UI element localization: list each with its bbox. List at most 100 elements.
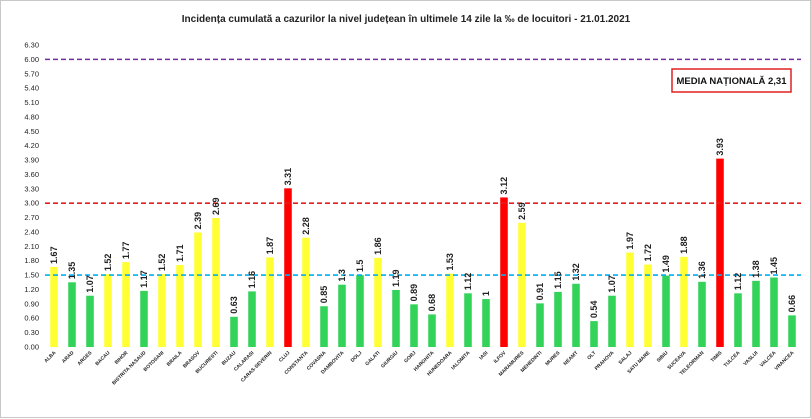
bar xyxy=(644,264,652,347)
data-label: 0.68 xyxy=(427,294,437,312)
data-label: 1.71 xyxy=(175,244,185,262)
data-label: 1.38 xyxy=(751,260,761,278)
bar xyxy=(266,257,274,347)
data-label: 1.19 xyxy=(391,269,401,287)
data-label: 1.45 xyxy=(769,257,779,275)
y-tick-label: 6.30 xyxy=(24,41,39,50)
y-tick-label: 2.70 xyxy=(24,213,39,222)
data-label: 0.63 xyxy=(229,296,239,314)
bar xyxy=(302,237,310,347)
bar xyxy=(176,265,184,347)
data-label: 2.39 xyxy=(193,212,203,230)
bar xyxy=(122,262,130,347)
x-tick-label: IASI xyxy=(478,350,490,362)
x-tick-label: TIMIS xyxy=(710,350,724,364)
data-label: 1.5 xyxy=(355,260,365,273)
x-tick-label: VRANCEA xyxy=(774,350,796,372)
bar xyxy=(446,273,454,347)
x-tick-label: BUZAU xyxy=(221,350,238,367)
x-tick-label: GIURGIU xyxy=(380,350,400,370)
y-tick-label: 0.60 xyxy=(24,314,39,323)
y-tick-label: 1.20 xyxy=(24,285,39,294)
bar xyxy=(464,293,472,347)
y-tick-label: 2.10 xyxy=(24,242,39,251)
bar xyxy=(230,316,238,347)
y-tick-label: 2.40 xyxy=(24,227,39,236)
reference-lines xyxy=(45,58,801,276)
x-tick-label: OLT xyxy=(586,350,597,361)
y-tick-label: 3.90 xyxy=(24,156,39,165)
data-label: 2.28 xyxy=(301,217,311,235)
x-tick-label: TULCEA xyxy=(723,350,742,369)
bar xyxy=(752,280,760,347)
bars xyxy=(50,158,796,347)
data-label: 1.52 xyxy=(157,254,167,272)
data-label: 1.12 xyxy=(463,273,473,291)
y-tick-label: 1.50 xyxy=(24,271,39,280)
data-label: 3.93 xyxy=(715,138,725,156)
data-label: 1.12 xyxy=(733,273,743,291)
data-label: 1.35 xyxy=(67,262,77,280)
bar xyxy=(50,266,58,347)
data-label: 1.17 xyxy=(139,270,149,288)
data-label: 1.87 xyxy=(265,237,275,255)
y-tick-label: 5.40 xyxy=(24,84,39,93)
data-label: 1.77 xyxy=(121,242,131,260)
x-tick-label: IALOMITA xyxy=(450,350,471,371)
data-label: 0.89 xyxy=(409,284,419,302)
data-label: 1.3 xyxy=(337,269,347,282)
chart-title: Incidența cumulată a cazurilor la nivel … xyxy=(182,14,631,25)
data-label: 1.88 xyxy=(679,236,689,254)
data-label: 1.07 xyxy=(85,275,95,293)
y-tick-label: 1.80 xyxy=(24,256,39,265)
data-label: 1.36 xyxy=(697,261,707,279)
y-tick-label: 4.20 xyxy=(24,141,39,150)
y-tick-label: 5.10 xyxy=(24,98,39,107)
x-tick-label: GALATI xyxy=(364,350,382,368)
x-tick-label: BIHOR xyxy=(114,350,130,366)
data-label: 1.07 xyxy=(607,275,617,293)
bar xyxy=(338,284,346,347)
bar xyxy=(770,277,778,347)
x-tick-label: ALBA xyxy=(43,350,57,364)
annotation-text: MEDIA NAȚIONALĂ 2,31 xyxy=(677,76,788,87)
y-tick-label: 0.00 xyxy=(24,343,39,352)
bar xyxy=(536,303,544,347)
data-label: 1 xyxy=(481,291,491,296)
data-label: 0.66 xyxy=(787,295,797,313)
data-label: 1.72 xyxy=(643,244,653,262)
bar xyxy=(68,282,76,347)
data-label: 1.15 xyxy=(553,271,563,289)
data-label: 1.49 xyxy=(661,255,671,273)
bar xyxy=(734,293,742,347)
bar xyxy=(320,306,328,347)
data-label: 0.85 xyxy=(319,286,329,304)
bar xyxy=(194,232,202,347)
x-tick-label: BACAU xyxy=(94,350,111,367)
bar xyxy=(86,295,94,347)
y-tick-label: 3.30 xyxy=(24,184,39,193)
x-tick-label: VASLUI xyxy=(742,350,759,367)
bar xyxy=(212,218,220,347)
data-label: 1.97 xyxy=(625,232,635,250)
x-tick-label: CLUJ xyxy=(278,350,292,364)
data-labels: 1.67 1.35 1.07 1.52 1.77 1.17 1.52 1.71 2.39 2.69… xyxy=(49,138,797,318)
y-tick-label: 0.30 xyxy=(24,328,39,337)
data-label: 2.59 xyxy=(517,202,527,220)
media-nationala-annotation: MEDIA NAȚIONALĂ 2,31 xyxy=(671,68,792,93)
x-tick-label: CARAS-SEVERIN xyxy=(240,350,274,384)
bar xyxy=(662,275,670,347)
x-tick-label: ARAD xyxy=(61,350,76,365)
data-label: 1.86 xyxy=(373,237,383,255)
y-tick-label: 4.50 xyxy=(24,127,39,136)
data-label: 0.91 xyxy=(535,283,545,301)
bar xyxy=(716,158,724,347)
x-tick-label: ARGES xyxy=(77,350,94,367)
y-tick-label: 3.60 xyxy=(24,170,39,179)
y-tick-label: 6.00 xyxy=(24,55,39,64)
data-label: 1.32 xyxy=(571,263,581,281)
bar xyxy=(374,257,382,347)
